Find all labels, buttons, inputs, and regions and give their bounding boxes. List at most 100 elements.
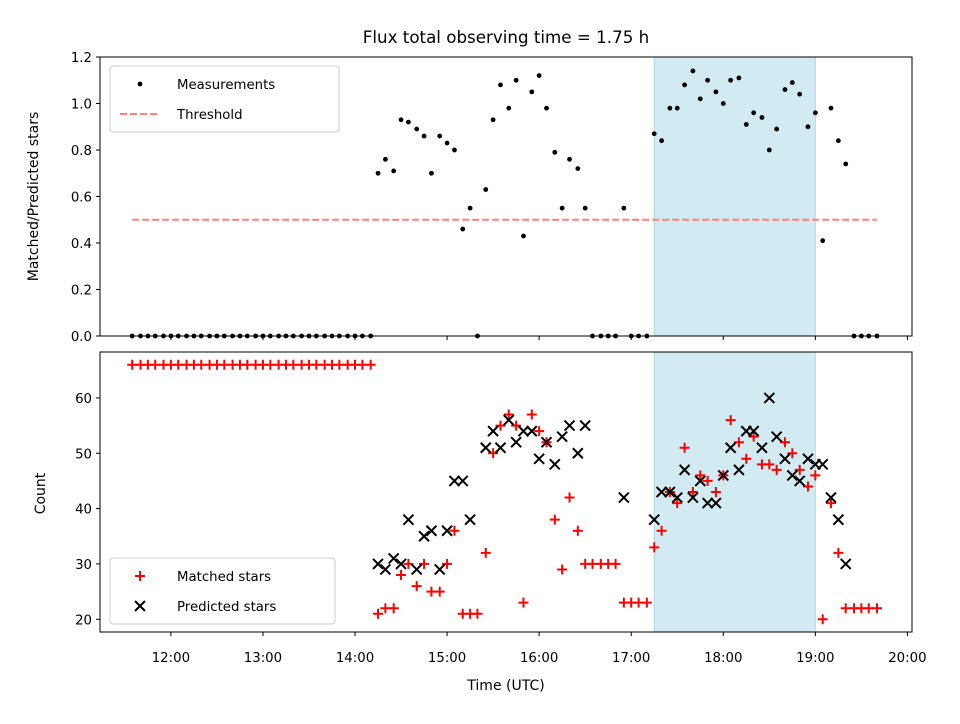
- y-tick-label: 1.2: [71, 51, 92, 66]
- data-point: [391, 168, 397, 174]
- data-point: [787, 448, 798, 459]
- legend-label: Threshold: [176, 108, 243, 123]
- data-point: [733, 464, 745, 476]
- data-point: [494, 442, 507, 454]
- data-point: [534, 426, 545, 437]
- data-point: [511, 420, 522, 431]
- data-point: [498, 82, 503, 88]
- data-point: [805, 124, 811, 130]
- data-point: [441, 525, 453, 537]
- series-matched-stars: [127, 359, 883, 625]
- legend-label: Predicted stars: [177, 600, 276, 615]
- data-point: [396, 570, 407, 581]
- data-point: [418, 530, 430, 542]
- data-point: [513, 77, 519, 83]
- data-point: [786, 469, 799, 482]
- observing-window-shade: [653, 56, 816, 337]
- data-point: [411, 581, 422, 592]
- data-point: [559, 205, 565, 211]
- data-point: [810, 470, 821, 481]
- data-point: [825, 498, 836, 509]
- legend: Matched stars Predicted stars: [109, 557, 336, 625]
- data-point: [828, 105, 834, 111]
- data-point: [832, 513, 845, 526]
- data-point: [421, 133, 427, 139]
- data-point: [490, 117, 496, 123]
- x-tick-label: 12:00: [152, 651, 190, 666]
- data-point: [375, 170, 381, 176]
- series-predicted-stars: [372, 392, 852, 576]
- y-tick-label: 0.2: [71, 284, 92, 299]
- y-axis-label-bottom: Count: [33, 472, 49, 514]
- data-point: [774, 126, 780, 132]
- data-point: [564, 492, 575, 503]
- data-point: [495, 420, 506, 431]
- data-point: [460, 226, 466, 232]
- x-tick-label: 19:00: [796, 651, 834, 666]
- data-point: [687, 487, 698, 497]
- data-point: [816, 458, 829, 471]
- legend-marker: [134, 600, 146, 612]
- data-point: [779, 453, 791, 465]
- data-point: [820, 238, 826, 244]
- legend-label: Measurements: [177, 78, 275, 93]
- axes-frame: [99, 351, 913, 633]
- data-point: [759, 115, 765, 120]
- data-point: [701, 497, 714, 509]
- data-point: [472, 608, 483, 619]
- data-point: [425, 525, 438, 537]
- data-point: [452, 147, 457, 153]
- x-tick-label: 14:00: [336, 651, 374, 666]
- y-tick-label: 0.0: [71, 330, 92, 345]
- data-point: [536, 73, 542, 78]
- data-point: [572, 525, 583, 536]
- data-point: [697, 96, 703, 102]
- y-tick-label: 0.8: [71, 144, 92, 159]
- data-point: [414, 126, 420, 132]
- data-point: [671, 491, 683, 504]
- data-point: [379, 563, 392, 576]
- data-point: [779, 437, 790, 448]
- data-point: [419, 558, 430, 569]
- data-point: [621, 205, 627, 211]
- data-point: [382, 156, 388, 162]
- data-point: [766, 147, 772, 153]
- data-point: [429, 170, 434, 176]
- data-point: [403, 558, 414, 569]
- x-tick-label: 13:00: [244, 651, 282, 666]
- data-point: [756, 442, 768, 454]
- data-point: [442, 558, 453, 569]
- data-point: [651, 131, 657, 137]
- data-point: [710, 487, 721, 497]
- data-point: [674, 105, 680, 111]
- data-point: [649, 542, 660, 553]
- y-tick-label: 50: [75, 447, 92, 462]
- data-point: [802, 481, 813, 492]
- data-point: [733, 437, 744, 448]
- data-point: [549, 458, 561, 471]
- data-point: [544, 105, 549, 111]
- data-point: [449, 525, 460, 536]
- data-point: [480, 442, 492, 454]
- y-tick-label: 1.0: [71, 98, 92, 113]
- legend-marker: [137, 81, 143, 87]
- data-point: [549, 514, 560, 525]
- data-point: [480, 547, 491, 558]
- data-point: [705, 77, 711, 83]
- data-point: [763, 392, 776, 404]
- data-point: [483, 187, 489, 192]
- data-point: [825, 491, 837, 504]
- data-point: [679, 442, 690, 453]
- legend-marker: [135, 571, 145, 581]
- data-point: [782, 87, 788, 92]
- data-point: [672, 498, 683, 509]
- data-point: [793, 475, 806, 487]
- data-point: [641, 597, 652, 608]
- data-point: [743, 122, 749, 127]
- data-point: [610, 558, 621, 569]
- data-point: [563, 419, 576, 432]
- data-point: [695, 470, 706, 481]
- observing-window-shade: [653, 351, 816, 633]
- data-point: [802, 453, 814, 465]
- data-point: [464, 513, 476, 526]
